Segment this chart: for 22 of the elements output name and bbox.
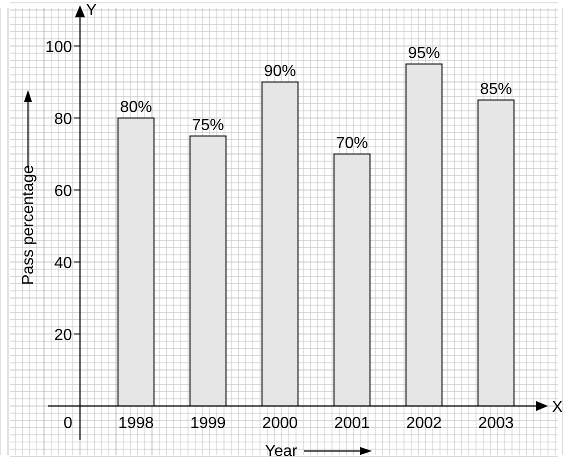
y-tick-label: 60 <box>54 183 72 200</box>
x-tick-label: 2000 <box>262 415 298 432</box>
text: 0 <box>64 415 73 432</box>
data-label: 70% <box>336 135 368 152</box>
x-tick-label: 1999 <box>190 415 226 432</box>
x-tick-label: 2002 <box>406 415 442 432</box>
data-label: 80% <box>120 99 152 116</box>
text: X <box>552 399 563 416</box>
data-label: 90% <box>264 63 296 80</box>
x-tick-label: 2001 <box>334 415 370 432</box>
y-tick-label: 20 <box>54 327 72 344</box>
x-tick-label: 1998 <box>118 415 154 432</box>
x-tick-label: 2003 <box>478 415 514 432</box>
x-axis-title: Year <box>265 443 298 460</box>
data-label: 85% <box>480 81 512 98</box>
y-axis-title: Pass percentage <box>20 164 37 285</box>
data-label: 95% <box>408 45 440 62</box>
data-label: 75% <box>192 117 224 134</box>
y-tick-label: 40 <box>54 255 72 272</box>
y-tick-label: 100 <box>45 39 72 56</box>
annotation: Y <box>86 2 97 20</box>
y-tick-label: 80 <box>54 111 72 128</box>
